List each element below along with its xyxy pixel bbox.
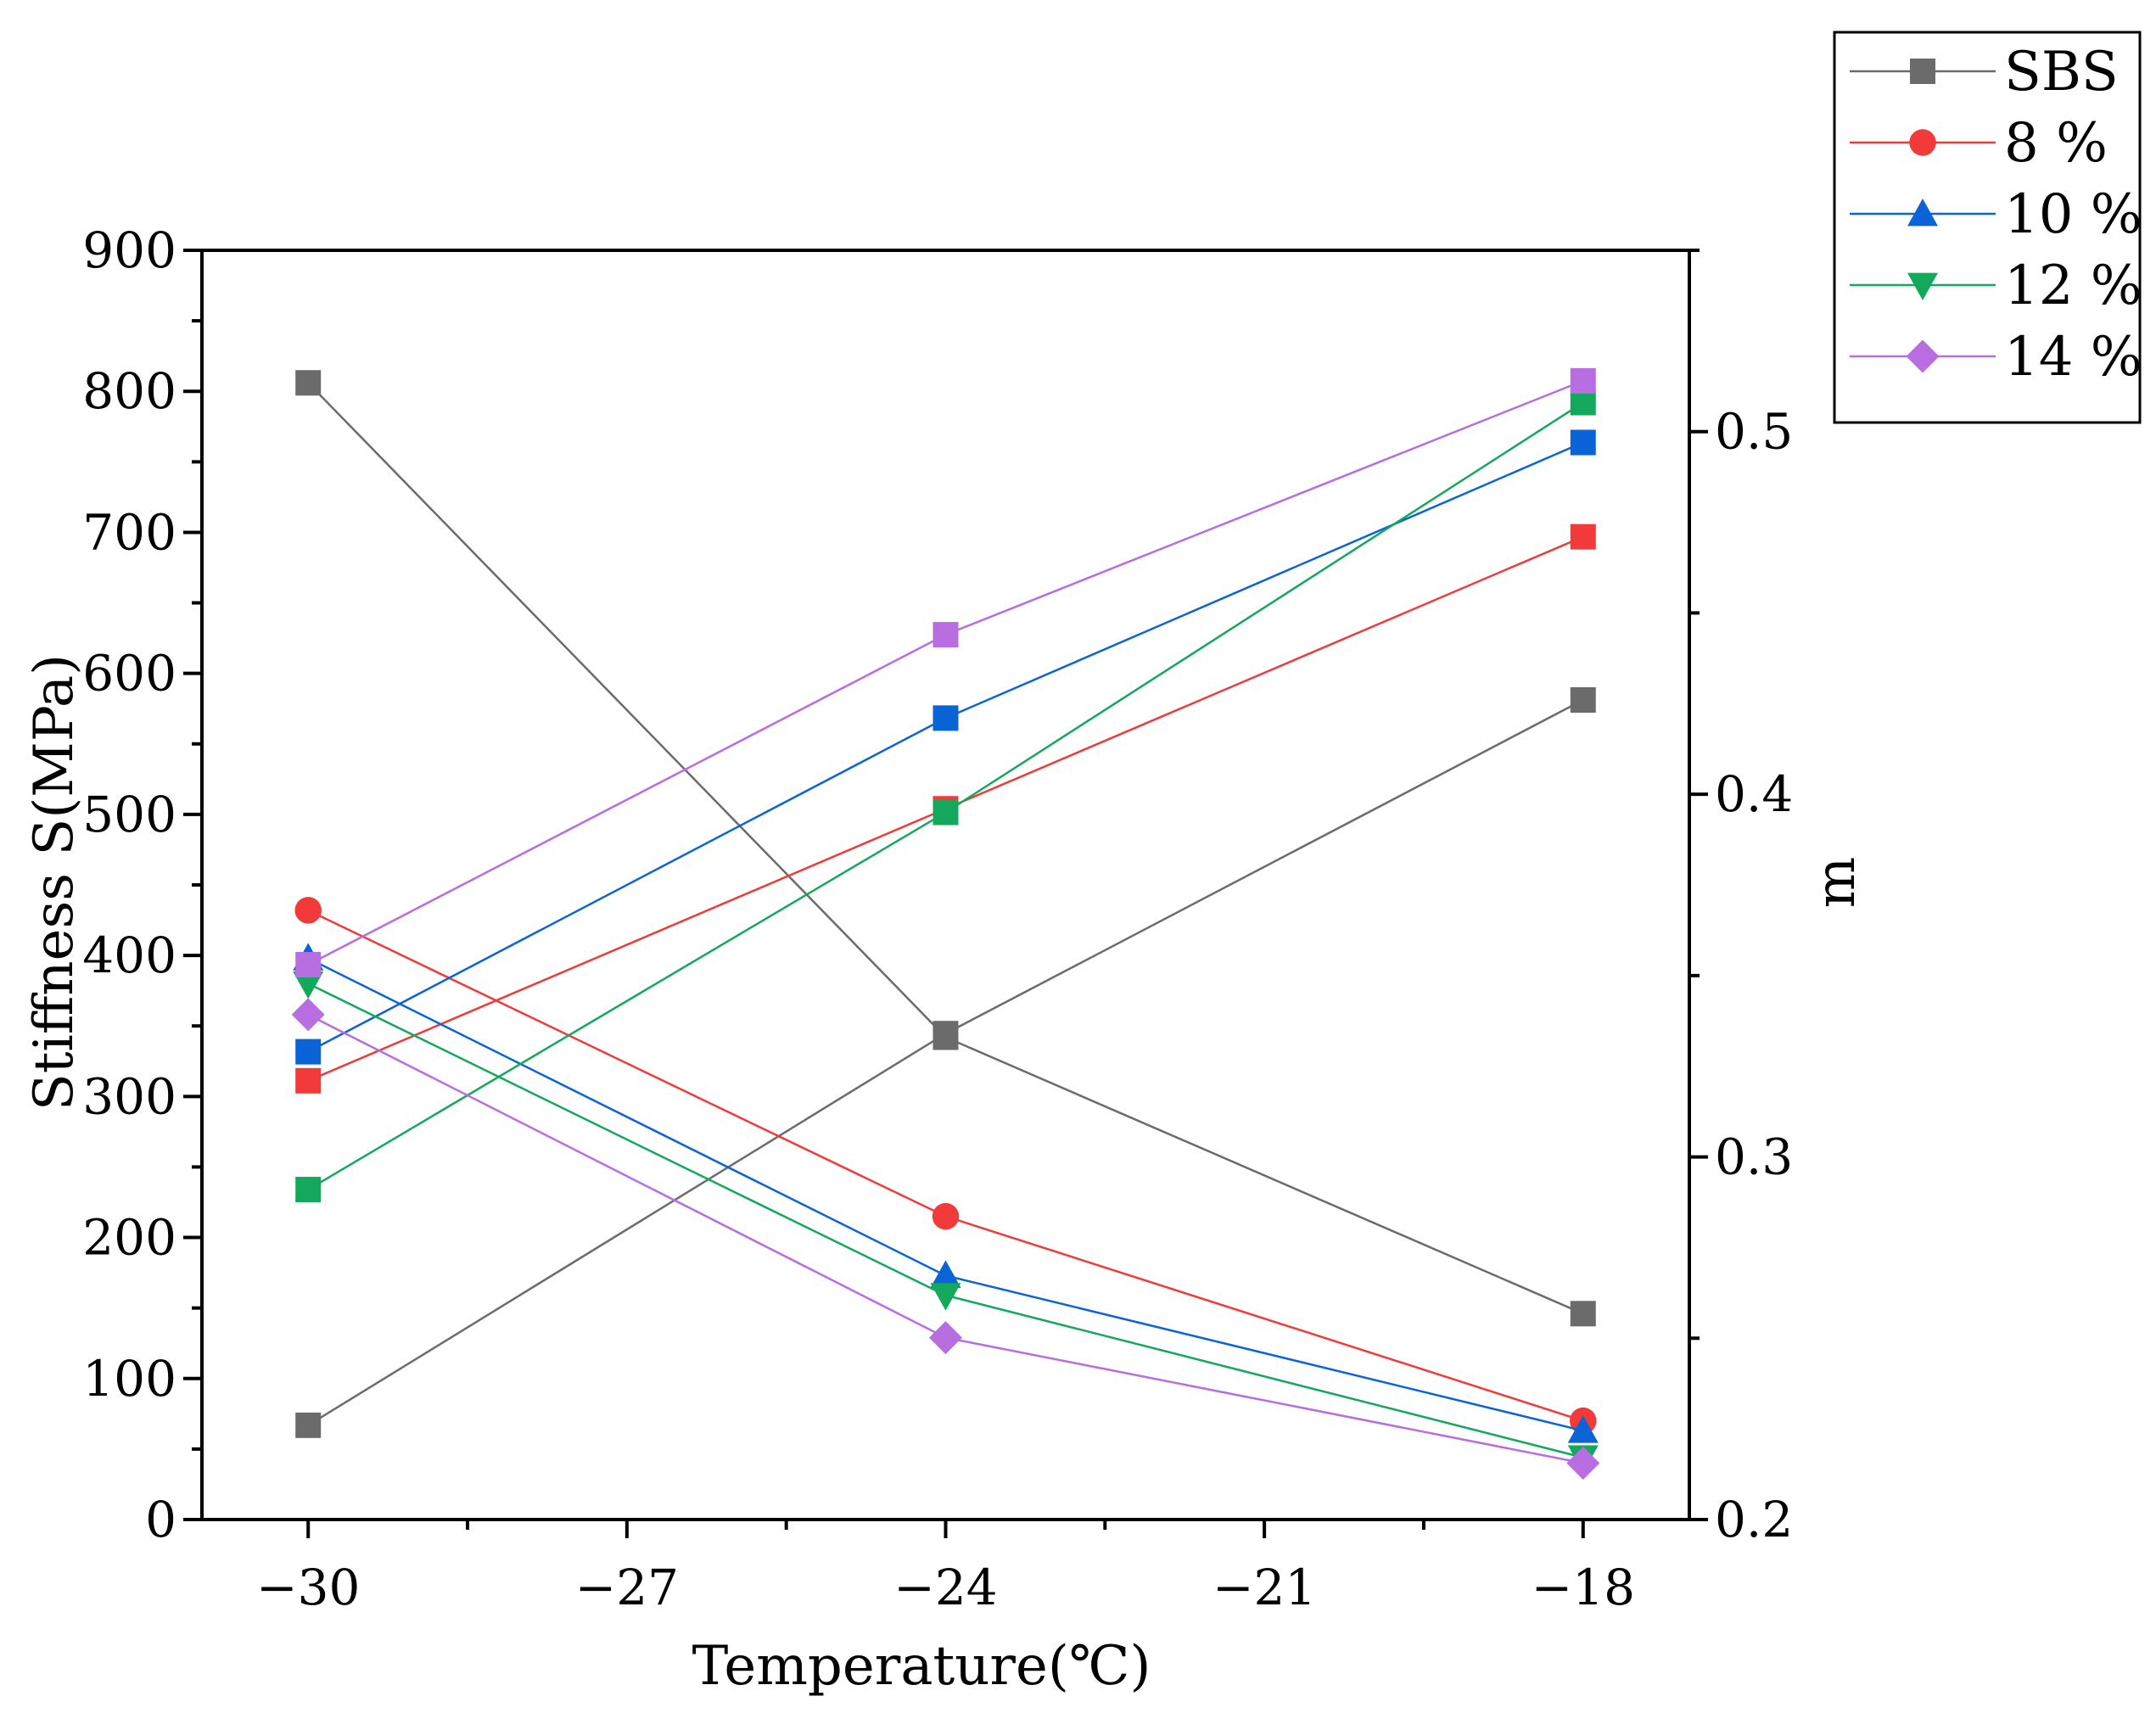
x-tick-label: −24 [893,1559,997,1616]
stiffness-point [294,897,322,924]
y-left-tick-label: 600 [82,645,176,703]
stiffness-point [1567,1415,1599,1443]
series-3 [293,389,1599,1473]
y-right-tick-label: 0.5 [1715,403,1793,461]
stiffness-point [930,1283,961,1311]
m-point [295,1038,322,1065]
legend-marker [1907,199,1938,227]
legend-label: 14 % [2004,326,2142,389]
stiffness-point [932,1024,959,1050]
y-left-tick-label: 200 [82,1209,176,1267]
m-point [1570,389,1596,416]
legend-box [1833,31,2142,424]
legend-marker [1910,59,1935,84]
stiffness-point [932,1202,960,1230]
legend-label: SBS [2004,41,2119,104]
m-line [307,379,1584,966]
m-point [932,622,959,648]
m-line [307,441,1584,1053]
series-0 [295,370,1596,1438]
m-point [1570,367,1596,394]
legend-item: SBS [1850,41,2119,104]
stiffness-line [307,382,1584,1315]
legend-item: 12 % [1850,255,2142,317]
x-tick-label: −21 [1212,1559,1316,1616]
x-axis-title: Temperature(℃) [692,1635,1151,1698]
y-left-tick-label: 100 [82,1350,176,1408]
stiffness-point [291,998,325,1032]
legend-label: 10 % [2004,183,2142,246]
legend-marker [1909,129,1936,156]
m-point [295,1067,322,1094]
y-right-tick-label: 0.4 [1715,765,1793,823]
m-point [932,799,959,826]
y-left-tick-label: 500 [82,786,176,843]
y-right-tick-label: 0.2 [1715,1491,1793,1548]
y-right-tick-label: 0.3 [1715,1128,1793,1186]
x-tick-label: −27 [575,1559,679,1616]
stiffness-point [293,971,324,999]
stiffness-point [1570,1301,1596,1327]
stiffness-point [295,370,322,396]
legend-item: 14 % [1850,326,2142,389]
legend-label: 12 % [2004,255,2142,317]
m-point [295,952,322,978]
stiffness-line [307,1013,1584,1464]
legend-marker [1907,272,1938,300]
m-point [295,1177,322,1203]
x-tick-label: −18 [1532,1559,1635,1616]
series-4 [291,367,1600,1481]
y-left-tick-label: 300 [82,1067,176,1125]
y-left-tick-label: 400 [82,926,176,984]
legend: SBS 8 % 10 % 12 % 14 % [1833,31,2142,424]
legend-label: 8 % [2004,112,2108,175]
y-left-tick-label: 700 [82,503,176,561]
m-point [932,705,959,731]
y-left-tick-label: 900 [82,221,176,279]
y-left-tick-label: 800 [82,362,176,420]
y-left-axis-title: Stiffness S(MPa) [23,654,86,1111]
y-left-tick-label: 0 [145,1491,176,1548]
stiffness-point [929,1321,962,1355]
stiffness-point [1566,1447,1600,1481]
m-point [1570,523,1596,550]
x-tick-label: −30 [256,1559,360,1616]
legend-marker [1906,339,1940,373]
legend-item: 8 % [1850,112,2108,175]
m-point [1570,687,1596,714]
stiffness-point [930,1260,961,1288]
y-right-axis-title: m [1805,857,1868,909]
m-point [1570,429,1596,456]
m-point [295,1412,322,1438]
legend-item: 10 % [1850,183,2142,246]
